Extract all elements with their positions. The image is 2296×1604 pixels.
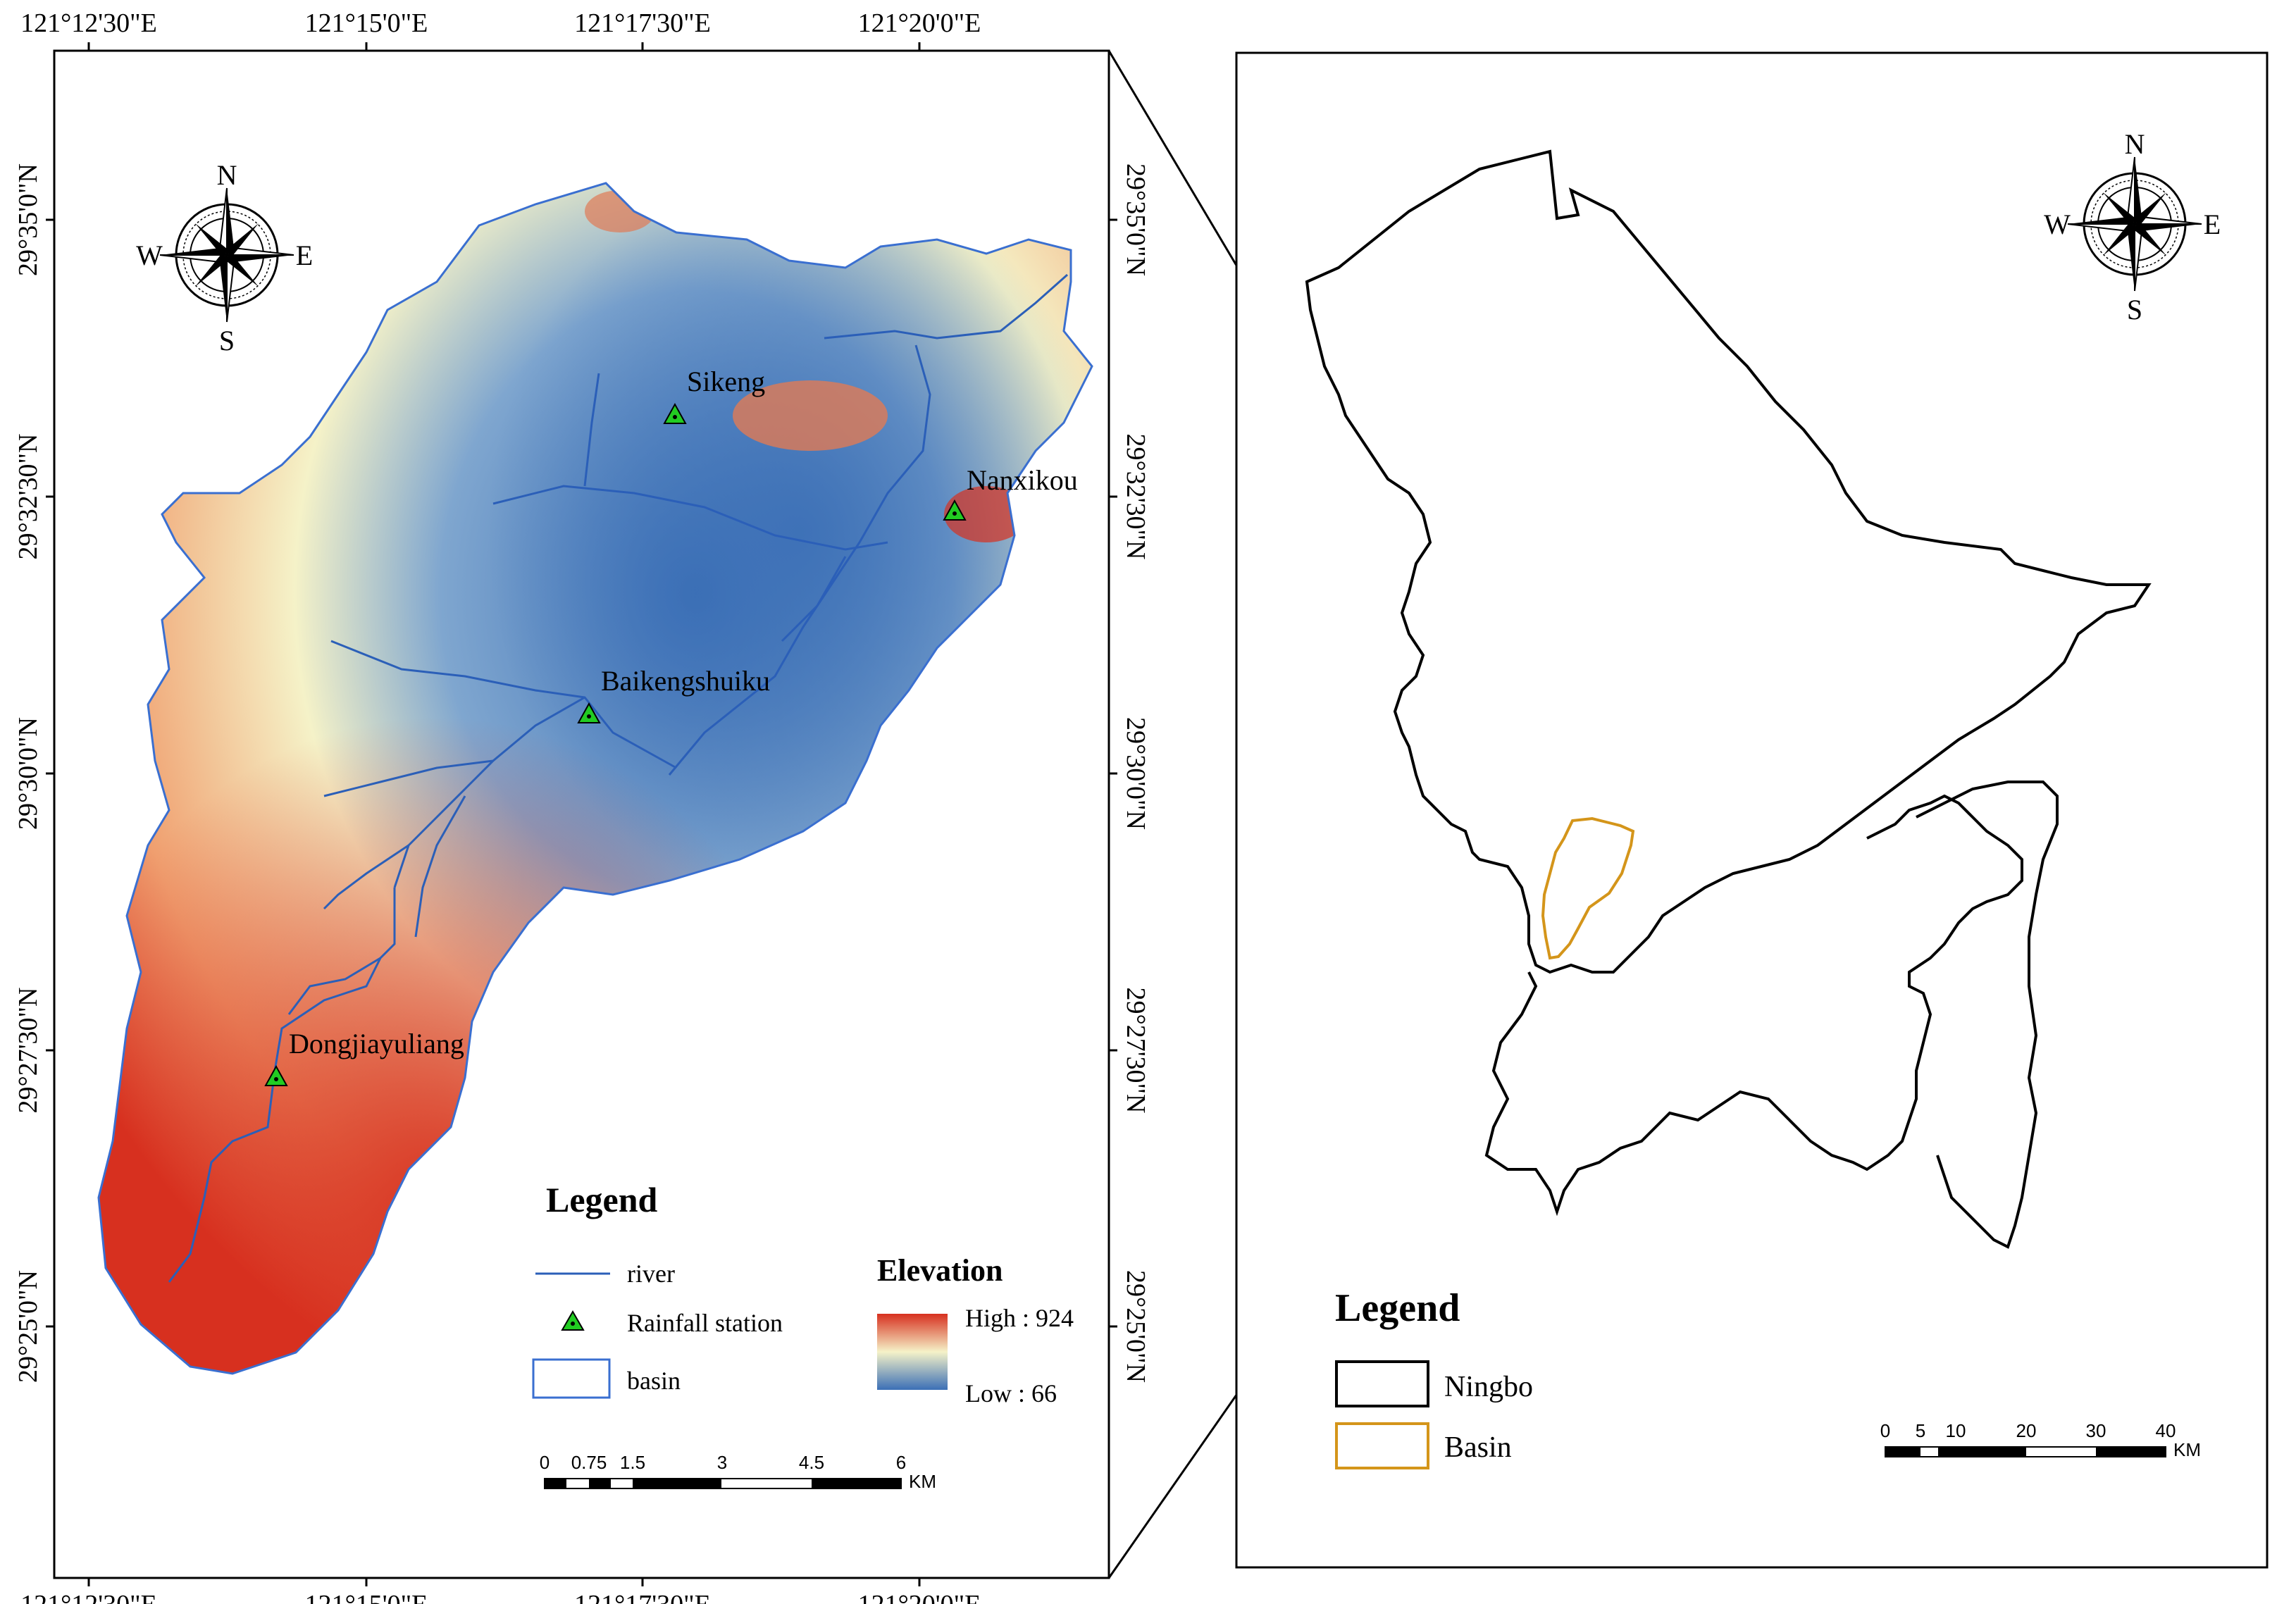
- top-tick-label: 121°20'0"E: [858, 8, 981, 38]
- compass-s: S: [219, 325, 235, 356]
- station-label: Baikengshuiku: [601, 665, 770, 697]
- left-scale-bar: 0 0.75 1.5 3 4.5 6 KM: [540, 1452, 936, 1492]
- right-tick-label: 29°30'0"N: [1121, 717, 1150, 830]
- left-tick-label: 29°27'30"N: [13, 988, 43, 1114]
- bottom-tick-label: 121°20'0"E: [858, 1590, 981, 1604]
- left-frame-ticks: [46, 42, 1117, 1586]
- left-tick-label: 29°25'0"N: [13, 1270, 43, 1383]
- top-tick-label: 121°12'30"E: [20, 8, 157, 38]
- legend-ningbo-label: Ningbo: [1444, 1371, 1533, 1403]
- station-label: Sikeng: [687, 366, 765, 397]
- rainfall-station-nanxikou: Nanxikou: [943, 464, 1078, 521]
- scale-tick: 5: [1916, 1420, 1925, 1441]
- scale-tick: 0: [1880, 1420, 1890, 1441]
- compass-w: W: [2044, 209, 2071, 240]
- compass-n: N: [217, 159, 237, 191]
- compass-w: W: [136, 240, 163, 271]
- right-legend: Legend Ningbo Basin: [1335, 1286, 1533, 1469]
- scale-tick: 0.75: [571, 1452, 607, 1473]
- scale-tick: 30: [2086, 1420, 2106, 1441]
- ningbo-peninsula-outline: [1916, 781, 2059, 1249]
- scale-tick: 6: [896, 1452, 906, 1473]
- top-tick-label: 121°15'0"E: [305, 8, 428, 38]
- legend-station-label: Rainfall station: [627, 1309, 783, 1337]
- scale-tick: 20: [2016, 1420, 2037, 1441]
- scale-tick: 4.5: [799, 1452, 824, 1473]
- left-legend: Legend river Rainfall station basin Elev…: [532, 1180, 1074, 1407]
- rainfall-station-sikeng: Sikeng: [663, 366, 765, 424]
- left-panel: 121°12'30"E 121°15'0"E 121°17'30"E 121°2…: [13, 8, 1150, 1604]
- compass-n: N: [2125, 128, 2145, 160]
- right-map-frame: [1235, 51, 2269, 1569]
- elevation-color-ramp: [877, 1314, 948, 1390]
- north-arrow-compass-icon: N S E W: [2044, 128, 2221, 325]
- basin-outline: [97, 182, 1093, 1375]
- bottom-tick-label: 121°15'0"E: [305, 1590, 428, 1604]
- compass-s: S: [2127, 294, 2142, 325]
- elevation-high-label: High : 924: [965, 1304, 1074, 1332]
- ningbo-south-outline: [1484, 794, 2023, 1217]
- legend-title: Legend: [546, 1180, 658, 1219]
- rainfall-station-dongjiayuliang: Dongjiayuliang: [264, 1028, 464, 1086]
- scale-tick: 0: [540, 1452, 550, 1473]
- rainfall-station-baikengshuiku: Baikengshuiku: [577, 665, 770, 723]
- legend-title: Legend: [1335, 1286, 1460, 1330]
- left-tick-label: 29°32'30"N: [13, 434, 43, 560]
- legend-basin-label: Basin: [1444, 1431, 1512, 1464]
- elevation-low-label: Low : 66: [965, 1379, 1057, 1407]
- bottom-tick-label: 121°17'30"E: [574, 1590, 711, 1604]
- right-tick-label: 29°27'30"N: [1121, 988, 1150, 1114]
- left-tick-label: 29°30'0"N: [13, 717, 43, 830]
- legend-river-label: river: [627, 1260, 675, 1288]
- right-tick-label: 29°35'0"N: [1121, 163, 1150, 276]
- elevation-title: Elevation: [877, 1253, 1003, 1288]
- right-panel: N S E W Legend Ningbo Basin 0 5 10 20 30…: [1235, 51, 2269, 1569]
- bottom-tick-label: 121°12'30"E: [20, 1590, 157, 1604]
- scale-tick: 1.5: [620, 1452, 645, 1473]
- right-tick-label: 29°32'30"N: [1121, 434, 1150, 560]
- left-tick-label: 29°35'0"N: [13, 163, 43, 276]
- scale-unit: KM: [909, 1471, 936, 1492]
- compass-e: E: [296, 240, 313, 271]
- right-scale-bar: 0 5 10 20 30 40 KM: [1880, 1420, 2201, 1460]
- scale-tick: 10: [1946, 1420, 1966, 1441]
- station-label: Nanxikou: [967, 464, 1078, 496]
- scale-tick: 40: [2156, 1420, 2176, 1441]
- ningbo-outline: [1305, 149, 2152, 974]
- right-tick-label: 29°25'0"N: [1121, 1270, 1150, 1383]
- scale-tick: 3: [717, 1452, 727, 1473]
- scale-unit: KM: [2173, 1439, 2201, 1460]
- top-tick-label: 121°17'30"E: [574, 8, 711, 38]
- basin-highlight-outline: [1541, 816, 1635, 960]
- legend-basin-label: basin: [627, 1367, 681, 1395]
- station-label: Dongjiayuliang: [289, 1028, 464, 1059]
- north-arrow-compass-icon: N S E W: [136, 159, 313, 356]
- compass-e: E: [2204, 209, 2221, 240]
